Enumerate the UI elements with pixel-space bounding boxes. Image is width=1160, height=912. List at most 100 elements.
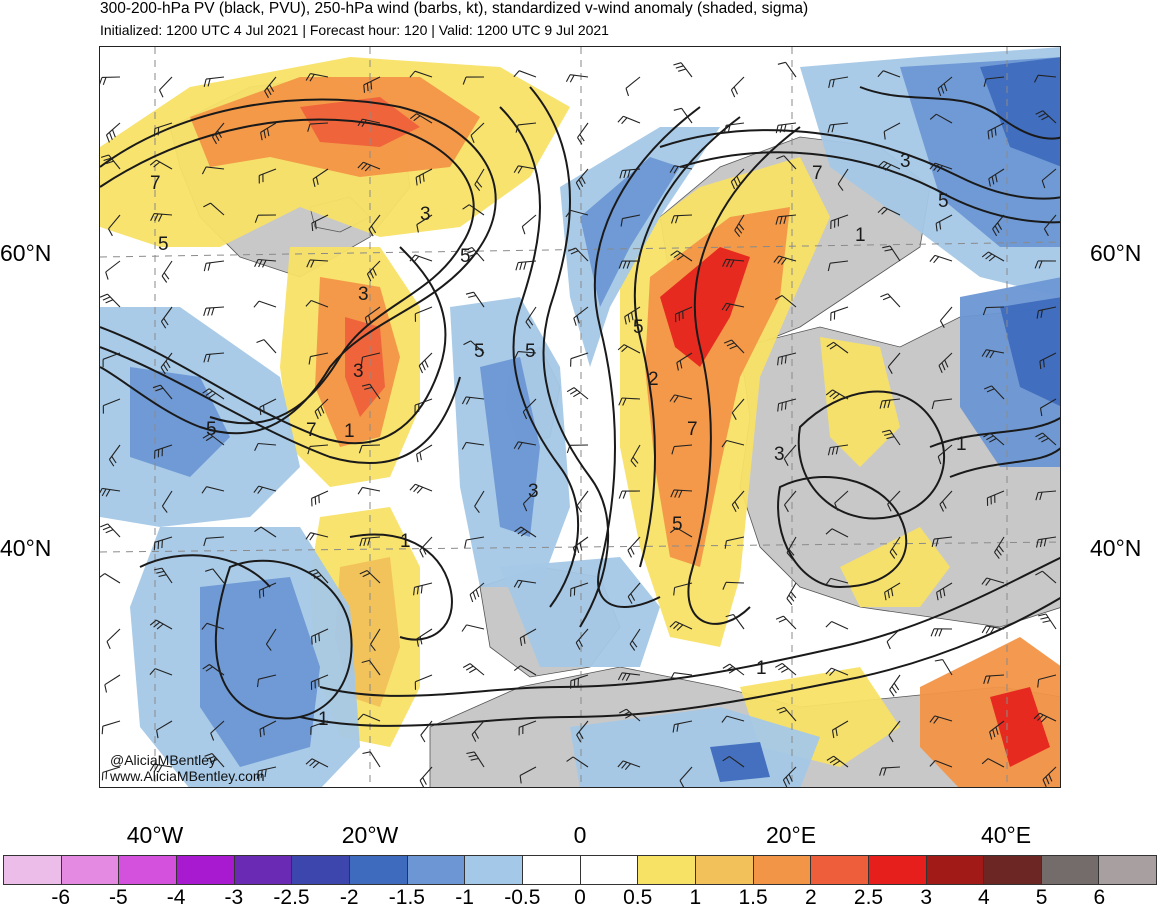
- wind-barb: [730, 168, 745, 190]
- wind-barb: [937, 76, 953, 97]
- contour-line: [319, 556, 1060, 697]
- wind-barb: [311, 490, 329, 507]
- wind-barb: [722, 755, 745, 768]
- wind-barb: [149, 159, 173, 170]
- wind-barb: [205, 568, 225, 584]
- wind-barb: [519, 628, 537, 646]
- wind-barb: [308, 568, 329, 584]
- wind-barb: [522, 490, 537, 512]
- wind-barb: [731, 490, 745, 512]
- contour-label: 1: [956, 434, 967, 455]
- colorbar-label: 0: [574, 886, 586, 909]
- wind-barb: [986, 490, 1005, 506]
- contour-line: [139, 554, 271, 588]
- colorbar-label: 1: [689, 886, 702, 909]
- wind-barb: [366, 260, 381, 282]
- wind-barb: [939, 490, 953, 512]
- wind-barb: [363, 76, 381, 93]
- wind-barb: [929, 113, 953, 124]
- wind-barb: [259, 720, 277, 738]
- wind-barb: [310, 720, 329, 735]
- wind-barb: [359, 570, 381, 584]
- wind-barb: [886, 628, 901, 650]
- wind-barb: [931, 398, 953, 410]
- wind-barb: [149, 668, 173, 676]
- wind-barb: [1042, 766, 1057, 787]
- wind-barb: [314, 398, 329, 420]
- colorbar-label: -6: [51, 886, 71, 909]
- wind-barb: [265, 628, 277, 651]
- wind-barb: [989, 720, 1005, 740]
- wind-barb: [1035, 570, 1057, 584]
- wind-barb: [100, 523, 121, 538]
- wind-barb: [730, 76, 745, 98]
- wind-barb: [669, 527, 693, 538]
- contour-line: [100, 346, 461, 465]
- wind-barb: [108, 214, 121, 237]
- wind-barb: [981, 625, 1005, 635]
- wind-barb: [201, 166, 225, 175]
- wind-barb: [1038, 613, 1057, 630]
- contour-line: [100, 118, 475, 425]
- wind-barb: [929, 759, 953, 768]
- wind-barb: [311, 628, 329, 645]
- contour-line: [929, 416, 1060, 448]
- wind-barb: [673, 107, 693, 124]
- wind-barb: [673, 62, 693, 78]
- anomaly-neg-norway-sea-core: [580, 157, 680, 307]
- wind-barb: [474, 490, 485, 514]
- colorbar-swatch: [753, 856, 812, 884]
- wind-barb: [830, 306, 849, 321]
- wind-barb: [570, 582, 589, 597]
- contour-label: 5: [158, 234, 169, 255]
- wind-barb: [202, 664, 225, 676]
- wind-barb: [418, 352, 433, 374]
- wind-barb: [575, 168, 589, 190]
- colorbar-label: -3: [224, 886, 244, 909]
- wind-barb: [311, 214, 329, 232]
- lat-label-60n-right: 60°N: [1090, 240, 1142, 266]
- wind-barb: [260, 122, 277, 141]
- wind-barb: [312, 168, 329, 188]
- wind-barb: [825, 577, 849, 586]
- wind-barb: [725, 613, 745, 630]
- wind-barb: [415, 168, 433, 186]
- wind-barb: [983, 385, 1005, 400]
- colorbar-label: 1.5: [738, 886, 768, 909]
- anomaly-neg-iberia: [500, 557, 660, 667]
- wind-barb: [721, 715, 745, 723]
- wind-barb: [567, 247, 589, 262]
- colorbar-swatch: [119, 856, 177, 884]
- wind-barb: [620, 214, 641, 227]
- wind-barb: [1033, 712, 1057, 723]
- wind-barb: [106, 628, 121, 650]
- wind-barb: [982, 306, 1005, 316]
- wind-barb: [525, 306, 537, 329]
- wind-barb: [575, 628, 589, 650]
- wind-barb: [470, 122, 485, 144]
- wind-barb: [577, 122, 589, 145]
- anomaly-pos-scandinavia-hot: [660, 247, 750, 367]
- wind-barb: [936, 582, 953, 601]
- wind-barb: [825, 620, 849, 630]
- wind-barb: [416, 628, 433, 647]
- wind-barb: [826, 755, 849, 768]
- wind-barb: [414, 306, 433, 322]
- wind-barb: [618, 397, 641, 406]
- colorbar-swatch: [465, 856, 523, 884]
- colorbar-label: -5: [109, 886, 128, 909]
- wind-barb: [619, 708, 641, 722]
- contour-line: [777, 476, 908, 589]
- contour-label: 5: [633, 317, 644, 338]
- wind-barb: [409, 254, 433, 263]
- wind-barb: [937, 444, 953, 465]
- wind-barb: [101, 766, 121, 781]
- wind-barb: [149, 763, 173, 773]
- contour-line: [679, 151, 1060, 224]
- wind-barb: [161, 260, 173, 283]
- contour-label: 3: [528, 481, 539, 502]
- wind-barb: [364, 306, 381, 326]
- wind-barb: [981, 577, 1005, 586]
- wind-barb: [102, 398, 121, 414]
- wind-barb: [462, 663, 485, 676]
